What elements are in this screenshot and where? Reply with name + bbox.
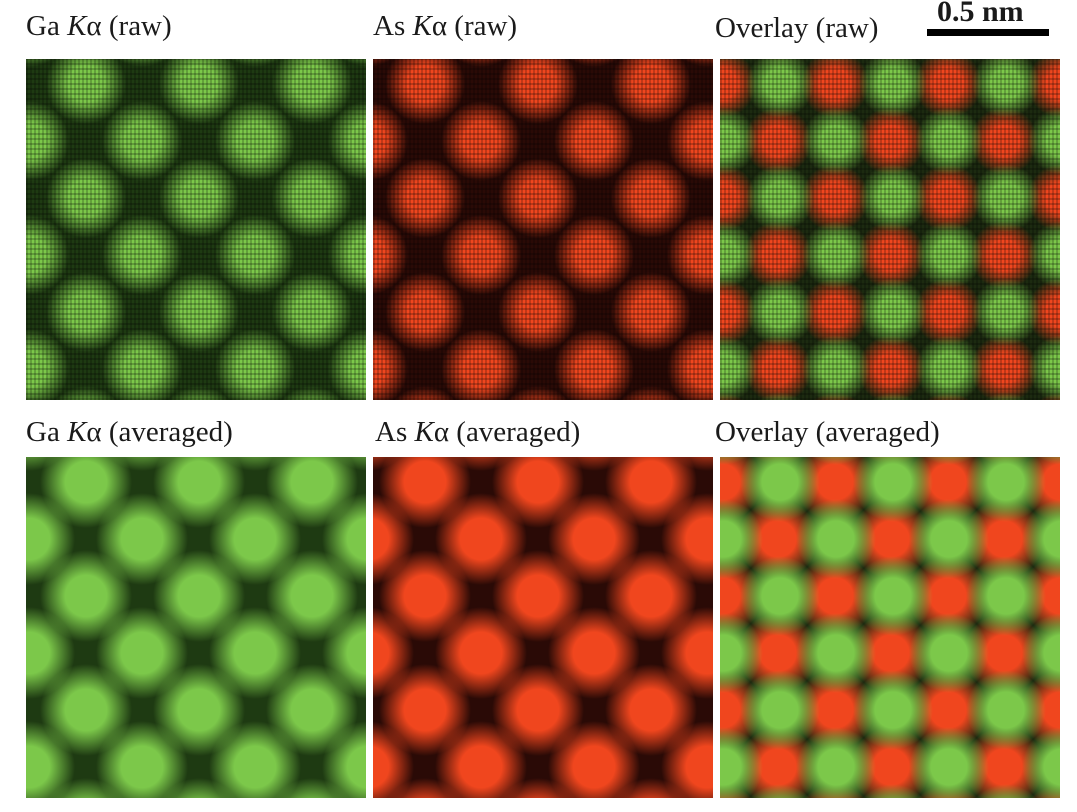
noise-texture xyxy=(373,59,713,400)
panel-as-averaged xyxy=(373,457,713,798)
label-greek: α xyxy=(431,10,448,42)
label-prefix: Ga xyxy=(26,416,60,448)
noise-texture xyxy=(720,59,1060,400)
label-suffix: (averaged) xyxy=(815,416,940,448)
label-suffix: (raw) xyxy=(454,10,518,42)
label-overlay-raw: Overlay (raw) xyxy=(715,12,878,44)
label-overlay-averaged: Overlay (averaged) xyxy=(715,416,940,448)
panel-as-raw xyxy=(373,59,713,400)
scale-bar-label: 0.5 nm xyxy=(937,0,1024,28)
label-line: K xyxy=(67,416,87,448)
label-prefix: As xyxy=(375,416,408,448)
label-prefix: Overlay xyxy=(715,12,809,44)
panel-ga-averaged xyxy=(26,457,366,798)
label-line: K xyxy=(414,416,434,448)
label-greek: α xyxy=(433,416,450,448)
label-prefix: As xyxy=(373,10,406,42)
panel-overlay-raw xyxy=(720,59,1060,400)
panel-overlay-averaged xyxy=(720,457,1060,798)
label-line: K xyxy=(412,10,432,42)
label-greek: α xyxy=(86,10,102,42)
label-ga-averaged: Ga Kα (averaged) xyxy=(26,416,233,448)
panel-ga-raw xyxy=(26,59,366,400)
label-ga-raw: Ga Kα (raw) xyxy=(26,10,172,42)
label-prefix: Ga xyxy=(26,10,60,42)
label-line: K xyxy=(67,10,87,42)
label-greek: α xyxy=(86,416,102,448)
noise-texture xyxy=(26,59,366,400)
label-prefix: Overlay xyxy=(715,416,809,448)
label-suffix: (raw) xyxy=(815,12,879,44)
label-as-raw: As Kα (raw) xyxy=(373,10,517,42)
scale-bar xyxy=(927,29,1049,36)
label-suffix: (raw) xyxy=(108,10,172,42)
label-as-averaged: As Kα (averaged) xyxy=(375,416,580,448)
label-suffix: (averaged) xyxy=(108,416,233,448)
label-suffix: (averaged) xyxy=(456,416,581,448)
